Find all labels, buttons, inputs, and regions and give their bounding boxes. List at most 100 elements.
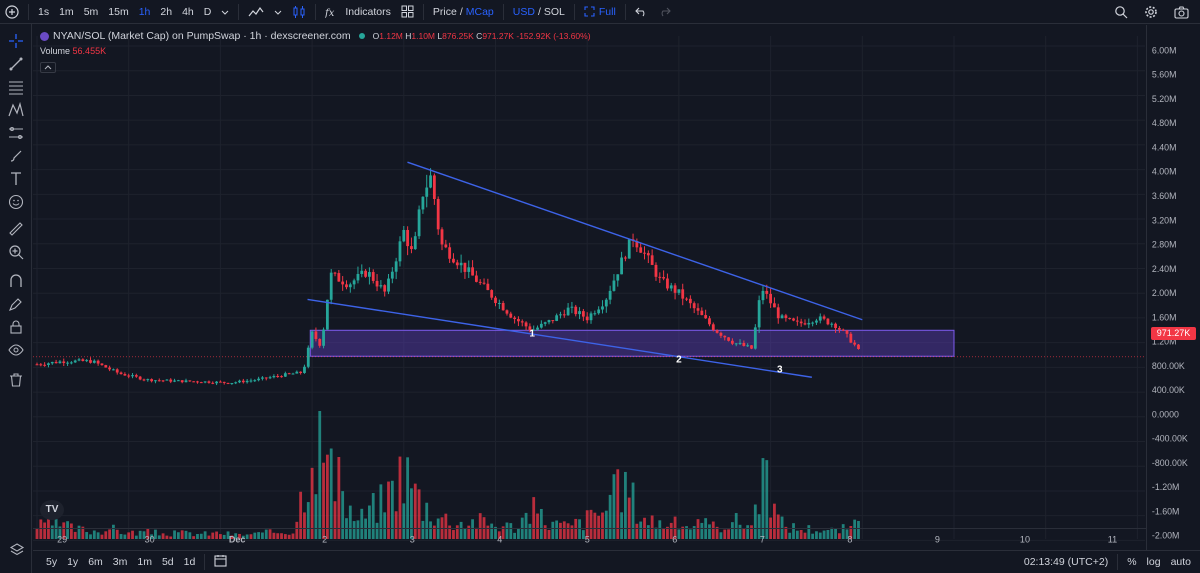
candle-body xyxy=(394,261,398,272)
candles-button[interactable] xyxy=(287,0,311,24)
timeframe-4h[interactable]: 4h xyxy=(182,5,194,18)
range-1d[interactable]: 1d xyxy=(183,556,196,568)
volume-bar xyxy=(295,521,299,539)
volume-bar xyxy=(119,534,123,539)
undo-icon xyxy=(635,7,645,17)
candle-body xyxy=(459,262,463,266)
chart-type-dropdown[interactable] xyxy=(269,0,287,24)
volume-bar xyxy=(241,535,245,539)
timeframe-2h[interactable]: 2h xyxy=(160,5,173,18)
candle-body xyxy=(348,284,352,288)
candle-body xyxy=(402,229,406,242)
fullscreen-button[interactable]: Full xyxy=(579,0,621,24)
volume-bar xyxy=(291,533,295,539)
candle-body xyxy=(89,360,92,363)
indicators-button[interactable]: fx Indicators xyxy=(320,0,396,24)
price-mcap-toggle[interactable]: Price / MCap xyxy=(428,0,499,24)
volume-bar xyxy=(375,522,379,539)
prediction-tool[interactable] xyxy=(6,124,26,142)
candle-body xyxy=(375,280,379,287)
volume-bar xyxy=(402,503,406,539)
candle-body xyxy=(398,241,402,262)
price-tick-label: 2.00M xyxy=(1152,288,1177,298)
candle-body xyxy=(857,344,860,349)
zoom-tool[interactable] xyxy=(6,243,26,261)
candle-body xyxy=(490,290,494,298)
percent-toggle[interactable]: % xyxy=(1127,556,1137,568)
crosshair-tool[interactable] xyxy=(6,32,26,50)
remove-drawings-tool[interactable] xyxy=(6,371,26,389)
volume-bar xyxy=(310,467,314,539)
stay-drawing-tool[interactable] xyxy=(6,295,26,313)
horizontal-lines-tool[interactable] xyxy=(6,78,26,96)
volume-bar xyxy=(784,526,788,539)
price-axis[interactable]: 6.00M 5.60M 5.20M 4.80M 4.40M 4.00M 3.60M 3.20M… xyxy=(1146,25,1200,550)
timeframe-1h[interactable]: 1h xyxy=(138,5,151,18)
candle-body xyxy=(436,199,440,230)
price-chart[interactable]: 1 2 3 xyxy=(33,25,1145,550)
trend-line-tool[interactable] xyxy=(6,55,26,73)
range-1m[interactable]: 1m xyxy=(137,556,152,568)
candle-body xyxy=(486,283,490,291)
redo-button[interactable] xyxy=(653,0,676,24)
ruler-lines-icon xyxy=(9,127,23,139)
undo-button[interactable] xyxy=(630,0,653,24)
clock-text[interactable]: 02:13:49 (UTC+2) xyxy=(1023,556,1109,568)
magnet-tool[interactable] xyxy=(6,272,26,290)
timeframe-1m[interactable]: 1m xyxy=(59,5,74,18)
volume-bar xyxy=(692,526,696,539)
auto-toggle[interactable]: auto xyxy=(1170,556,1191,568)
volume-bar xyxy=(612,474,616,539)
candle-body xyxy=(662,277,666,279)
volume-bar xyxy=(474,527,478,539)
range-5y[interactable]: 5y xyxy=(46,556,58,568)
settings-button[interactable] xyxy=(1139,0,1163,24)
timeframe-1s[interactable]: 1s xyxy=(38,5,50,18)
candle-body xyxy=(624,257,627,259)
volume-bar xyxy=(257,532,261,539)
emoji-tool[interactable] xyxy=(6,193,26,211)
volume-bar xyxy=(131,530,134,539)
go-to-date-button[interactable] xyxy=(209,554,232,570)
timeframe-dropdown[interactable] xyxy=(216,0,234,24)
layers-icon[interactable] xyxy=(8,542,26,560)
timeframe-15m[interactable]: 15m xyxy=(108,5,129,18)
divider xyxy=(573,3,575,20)
volume-bar xyxy=(627,497,631,539)
range-1y[interactable]: 1y xyxy=(67,556,79,568)
volume-bar xyxy=(662,528,666,539)
price-tick-label: 3.60M xyxy=(1152,191,1177,201)
candle-body xyxy=(131,375,134,377)
volume-value: 56.455K xyxy=(72,46,107,56)
screenshot-button[interactable] xyxy=(1169,0,1194,24)
volume-bar xyxy=(497,531,501,539)
layout-button[interactable] xyxy=(396,0,419,24)
lock-drawings-tool[interactable] xyxy=(6,318,26,336)
measure-tool[interactable] xyxy=(6,220,26,238)
search-button[interactable] xyxy=(1109,0,1133,24)
time-axis[interactable]: 29 30 Dec 2 3 4 5 6 7 8 9 10 11 xyxy=(33,528,1146,550)
search-icon xyxy=(1115,6,1128,19)
hide-drawings-tool[interactable] xyxy=(6,341,26,359)
currency-toggle[interactable]: USD / SOL xyxy=(508,0,570,24)
annotation-label: 3 xyxy=(777,364,783,375)
price-tick-label: 0.0000 xyxy=(1152,409,1179,419)
range-5d[interactable]: 5d xyxy=(161,556,174,568)
brush-tool[interactable] xyxy=(6,147,26,165)
log-toggle[interactable]: log xyxy=(1146,556,1161,568)
candle-body xyxy=(368,272,371,277)
collapse-legend-button[interactable] xyxy=(40,62,56,73)
volume-bar xyxy=(562,521,566,539)
range-3m[interactable]: 3m xyxy=(112,556,128,568)
text-tool[interactable] xyxy=(6,170,26,188)
volume-bar xyxy=(108,529,111,539)
range-6m[interactable]: 6m xyxy=(88,556,103,568)
tradingview-logo[interactable]: TV xyxy=(40,500,64,520)
line-chart-button[interactable] xyxy=(243,0,269,24)
timeframe-d[interactable]: D xyxy=(203,5,212,18)
candle-body xyxy=(47,363,50,365)
add-symbol-button[interactable] xyxy=(0,0,24,24)
candle-body xyxy=(96,360,100,364)
timeframe-5m[interactable]: 5m xyxy=(83,5,99,18)
pattern-tool[interactable] xyxy=(6,101,26,119)
